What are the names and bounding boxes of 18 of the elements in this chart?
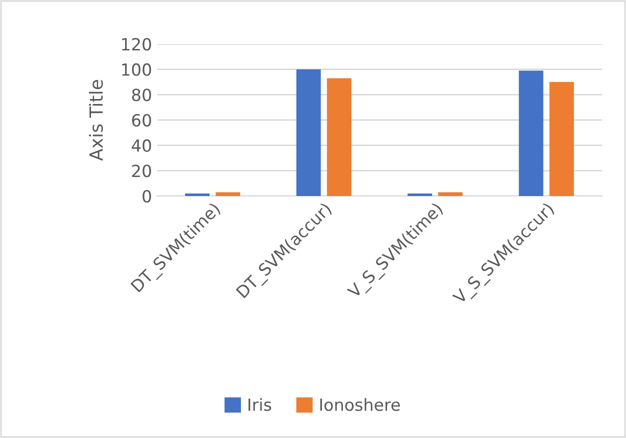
bar (549, 82, 574, 196)
y-tick-label: 120 (122, 38, 152, 51)
legend-label: Ionoshere (320, 398, 400, 412)
bar (408, 193, 432, 196)
legend-label: Iris (248, 398, 272, 412)
y-tick-label: 60 (132, 114, 152, 127)
y-tick-label: 100 (122, 63, 152, 76)
y-axis-title: Axis Title (88, 80, 103, 161)
bar (296, 69, 321, 196)
bar (216, 192, 240, 196)
y-tick-label: 0 (142, 190, 152, 203)
y-tick-label: 40 (132, 139, 152, 152)
y-tick-label: 20 (132, 164, 152, 178)
bar (185, 193, 210, 196)
y-tick-label: 80 (132, 88, 152, 102)
bar (438, 192, 463, 196)
bar (518, 70, 544, 196)
bar (326, 78, 352, 196)
